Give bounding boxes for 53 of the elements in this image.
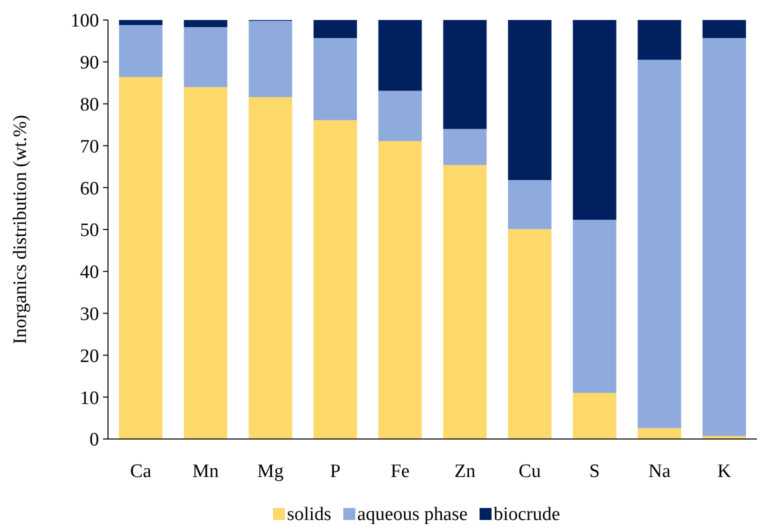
x-tick-label: Ca: [130, 461, 152, 482]
bar: [638, 60, 682, 428]
y-tick-label: 60: [80, 178, 99, 200]
bar: [702, 38, 746, 436]
bar: [378, 141, 422, 439]
x-tick-label: Zn: [454, 461, 476, 482]
x-tick-label: Cu: [518, 461, 542, 482]
bar: [119, 25, 162, 77]
y-tick-label: 50: [80, 220, 99, 242]
bar: [443, 164, 487, 439]
bar: [508, 20, 552, 180]
y-tick-label: 40: [80, 262, 99, 284]
x-tick-label: Na: [648, 461, 672, 482]
y-tick-label: 90: [80, 52, 99, 74]
y-tick-label: 100: [70, 10, 99, 32]
bar: [184, 20, 228, 28]
bar: [248, 97, 292, 439]
y-tick-label: 30: [80, 304, 99, 325]
bar: [184, 27, 228, 88]
legend-label: biocrude: [494, 504, 560, 525]
x-tick-label: S: [589, 461, 600, 482]
bar: [119, 20, 162, 26]
bar: [508, 180, 552, 230]
bar: [314, 120, 357, 439]
x-tick-label: Fe: [390, 461, 410, 482]
bar: [314, 38, 357, 120]
legend-label: aqueous phase: [357, 504, 468, 525]
bar: [248, 20, 292, 98]
bar: [119, 76, 162, 439]
bar: [314, 20, 357, 38]
x-tick-label: P: [330, 461, 341, 482]
x-tick-label: Mg: [257, 461, 284, 482]
bar: [378, 20, 422, 91]
x-tick-label: K: [717, 461, 732, 482]
y-tick-label: 80: [80, 94, 99, 116]
bar: [572, 20, 616, 220]
bar: [702, 20, 746, 38]
bar: [184, 87, 228, 439]
y-tick-label: 0: [90, 430, 99, 451]
bar: [443, 20, 487, 129]
bar: [378, 90, 422, 142]
x-tick-label: Mn: [192, 461, 220, 482]
y-tick-label: 20: [80, 346, 99, 367]
bar: [508, 229, 552, 439]
y-tick-label: 10: [80, 388, 99, 409]
y-axis-title: Inorganics distribution (wt.%): [10, 114, 31, 344]
bar: [638, 20, 682, 60]
bar: [443, 128, 487, 165]
bar: [638, 428, 682, 439]
bar: [572, 392, 616, 439]
legend-label: solids: [286, 504, 332, 525]
bar: [572, 220, 616, 393]
y-tick-label: 70: [80, 136, 99, 158]
